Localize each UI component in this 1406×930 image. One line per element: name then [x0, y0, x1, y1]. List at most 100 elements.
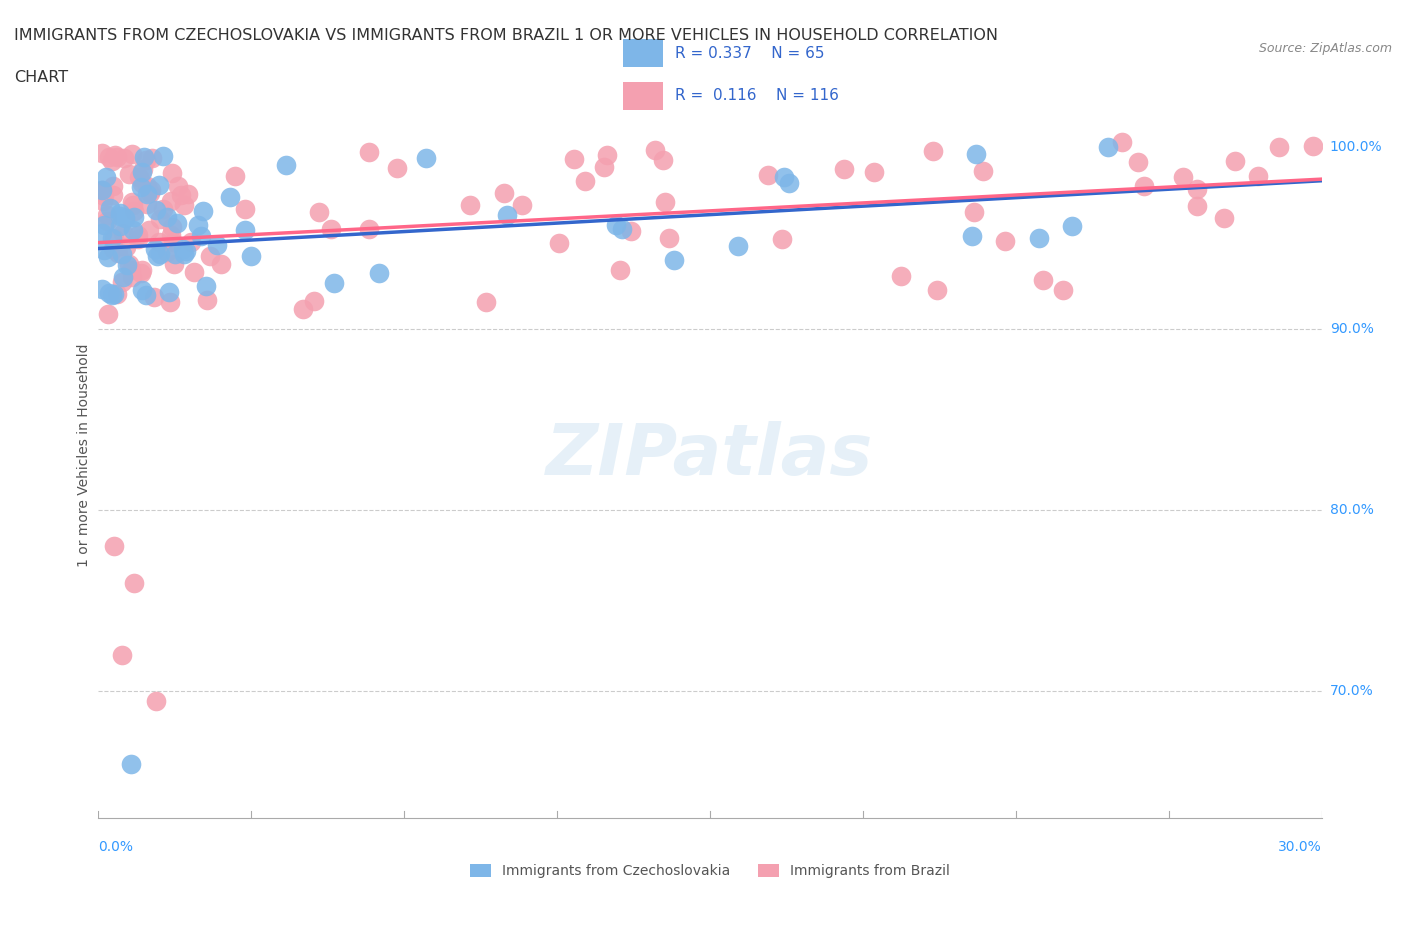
Point	[120, 262, 142, 277]
Point	[135, 153, 157, 167]
Point	[925, 283, 948, 298]
FancyBboxPatch shape	[623, 82, 662, 110]
Point	[128, 169, 150, 184]
Point	[664, 252, 686, 267]
Point	[357, 221, 380, 236]
Point	[159, 228, 181, 243]
Point	[131, 164, 153, 179]
Point	[111, 648, 134, 663]
Point	[148, 178, 170, 193]
Point	[183, 264, 205, 279]
Point	[574, 173, 596, 188]
Point	[103, 287, 125, 302]
Point	[149, 246, 172, 261]
Point	[562, 152, 585, 166]
Point	[152, 149, 174, 164]
Point	[1185, 199, 1208, 214]
Point	[620, 223, 643, 238]
Point	[135, 196, 157, 211]
Point	[149, 211, 172, 226]
Point	[145, 203, 167, 218]
Point	[174, 244, 197, 259]
Point	[494, 185, 516, 200]
Point	[112, 151, 135, 166]
Point	[863, 165, 886, 179]
Point	[727, 238, 749, 253]
Point	[101, 153, 124, 168]
Point	[121, 146, 143, 161]
Text: 80.0%: 80.0%	[1330, 503, 1374, 517]
Point	[1187, 181, 1209, 196]
Point	[167, 179, 190, 194]
Text: 0.0%: 0.0%	[98, 840, 134, 854]
Point	[98, 286, 121, 300]
Point	[131, 176, 153, 191]
Point	[357, 145, 380, 160]
Point	[117, 257, 139, 272]
Point	[111, 270, 134, 285]
Point	[596, 147, 619, 162]
Point	[143, 242, 166, 257]
Point	[157, 284, 180, 299]
Text: 30.0%: 30.0%	[1278, 840, 1322, 854]
Point	[160, 193, 183, 208]
Point	[921, 143, 943, 158]
Point	[832, 162, 855, 177]
Point	[122, 210, 145, 225]
Point	[548, 235, 571, 250]
Point	[103, 539, 125, 554]
Point	[120, 756, 142, 771]
Y-axis label: 1 or more Vehicles in Household: 1 or more Vehicles in Household	[77, 344, 91, 567]
Text: 70.0%: 70.0%	[1330, 684, 1374, 698]
Point	[108, 206, 131, 220]
Point	[770, 232, 793, 246]
Point	[110, 208, 132, 223]
Point	[111, 246, 134, 261]
Point	[114, 240, 136, 255]
Point	[772, 169, 794, 184]
Point	[1126, 154, 1149, 169]
Point	[118, 166, 141, 181]
Text: R = 0.337    N = 65: R = 0.337 N = 65	[675, 46, 824, 60]
Point	[612, 221, 634, 236]
Point	[321, 221, 343, 236]
Point	[138, 223, 160, 238]
Point	[91, 145, 114, 160]
Point	[496, 207, 519, 222]
Point	[122, 204, 145, 219]
Point	[152, 201, 174, 216]
Point	[177, 186, 200, 201]
Point	[139, 182, 162, 197]
Point	[139, 186, 162, 201]
Point	[129, 266, 152, 281]
Point	[170, 188, 193, 203]
Point	[101, 179, 124, 193]
Point	[233, 202, 256, 217]
Point	[180, 234, 202, 249]
Point	[173, 198, 195, 213]
Point	[1225, 153, 1247, 168]
Point	[105, 150, 128, 165]
Point	[132, 161, 155, 176]
Point	[644, 142, 666, 157]
Point	[207, 237, 229, 252]
Point	[91, 182, 114, 197]
Point	[166, 216, 188, 231]
Point	[385, 161, 408, 176]
Point	[240, 248, 263, 263]
Point	[1031, 272, 1053, 287]
Point	[104, 147, 127, 162]
Point	[195, 279, 218, 294]
Point	[98, 201, 121, 216]
Point	[108, 219, 131, 233]
Point	[1111, 135, 1133, 150]
Point	[122, 575, 145, 591]
Point	[187, 218, 209, 232]
Point	[131, 263, 153, 278]
Point	[190, 229, 212, 244]
Point	[103, 231, 125, 246]
Point	[1028, 231, 1050, 246]
Point	[121, 195, 143, 210]
Point	[415, 151, 437, 166]
Point	[609, 263, 631, 278]
